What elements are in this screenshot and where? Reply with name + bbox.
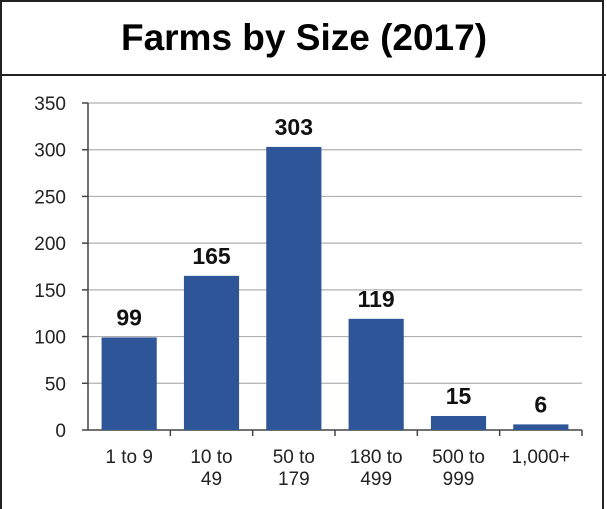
chart-title-box: Farms by Size (2017): [2, 2, 606, 76]
x-tick-label: 499: [360, 469, 392, 490]
chart-title: Farms by Size (2017): [120, 17, 488, 58]
x-tick-label: 180 to: [350, 447, 403, 468]
y-tick-label: 100: [34, 328, 66, 349]
x-tick-label: 10 to: [190, 447, 232, 468]
data-label: 99: [116, 305, 142, 331]
data-label: 303: [275, 114, 313, 140]
bar: [513, 424, 569, 430]
bar: [101, 337, 157, 430]
y-tick-label: 300: [34, 141, 66, 162]
y-tick-label: 250: [34, 187, 66, 208]
bar: [266, 146, 322, 430]
y-tick-label: 0: [55, 421, 66, 442]
x-tick-label: 1,000+: [512, 447, 571, 468]
x-tick-label: 500 to: [432, 447, 485, 468]
data-label: 15: [446, 383, 472, 409]
x-tick-label: 50 to: [273, 447, 315, 468]
bar: [183, 275, 240, 430]
data-label: 6: [534, 391, 547, 417]
x-tick-label: 999: [443, 469, 475, 490]
x-tick-label: 179: [278, 469, 310, 490]
data-label: 119: [358, 286, 395, 312]
bar: [348, 318, 404, 430]
y-tick-label: 50: [45, 374, 66, 395]
x-tick-label: 49: [201, 469, 222, 490]
data-label: 165: [192, 243, 231, 269]
bar: [430, 415, 487, 430]
y-tick-label: 200: [34, 234, 66, 255]
y-tick-label: 150: [34, 281, 66, 302]
x-tick-label: 1 to 9: [105, 447, 153, 468]
y-tick-label: 350: [34, 94, 66, 115]
